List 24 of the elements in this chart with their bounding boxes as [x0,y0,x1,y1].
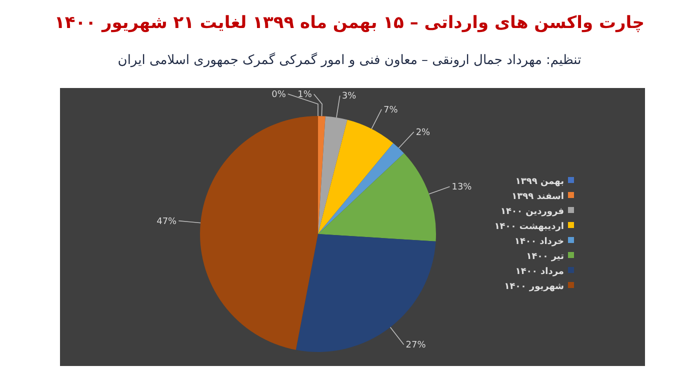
data-label: 1% [298,90,312,100]
pie-slice [318,116,348,234]
legend-label: اسفند ۱۳۹۹ [512,192,564,202]
legend-label: تیر ۱۴۰۰ [526,252,564,262]
legend-label: بهمن ۱۳۹۹ [515,177,564,187]
pie-slice [200,116,318,350]
data-label: 7% [384,105,398,116]
data-label: 27% [406,340,426,351]
pie-slice [318,120,394,234]
data-label: 47% [156,216,178,227]
legend-label: خرداد ۱۴۰۰ [514,237,564,247]
chart-subtitle: تنظیم: مهرداد جمال ارونقی – معاون فنی و امور گمرکی گمرک جمهوری اسلامی ایران [118,52,582,68]
pie-slice [318,153,436,242]
data-label: 2% [416,128,431,138]
legend-label: فروردین ۱۴۰۰ [500,207,564,217]
chart-title: چارت واکسن های وارداتی – ۱۵ بهمن ماه ۱۳۹۹ لغایت ۲۱ شهریور ۱۴۰۰ [54,13,644,33]
data-label: 13% [452,182,472,193]
pie-slice [318,143,404,234]
legend-label: شهریور ۱۴۰۰ [504,282,564,292]
legend-label: مرداد ۱۴۰۰ [515,267,564,277]
data-label: 3% [342,92,357,102]
pie-slice [296,234,436,352]
legend-label: اردیبهشت ۱۴۰۰ [494,222,564,232]
text: 0% [272,90,286,100]
